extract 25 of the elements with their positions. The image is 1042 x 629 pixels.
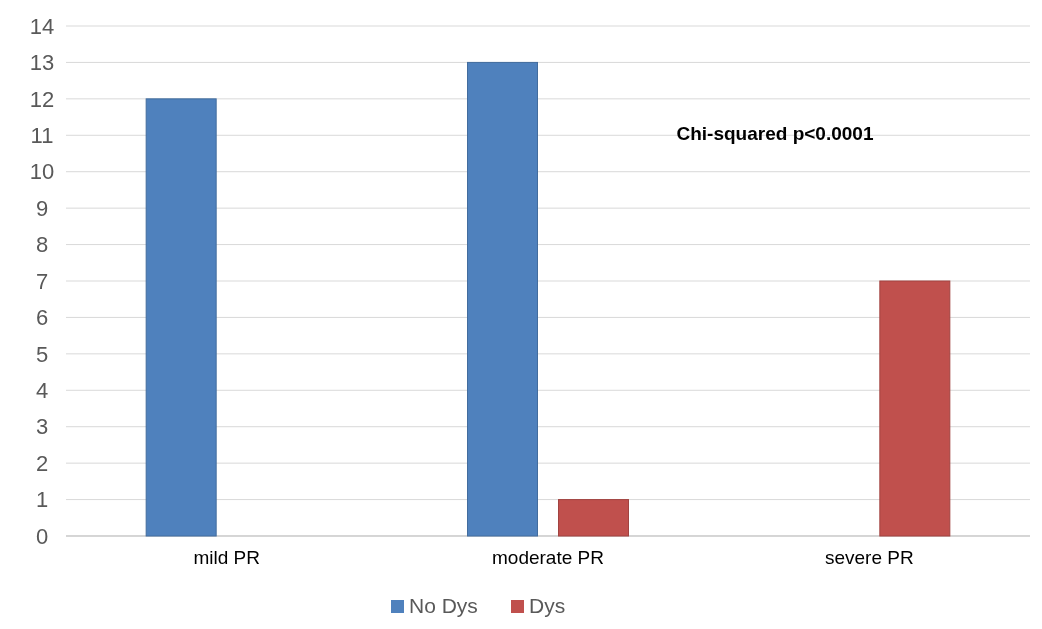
legend-label: No Dys (409, 594, 478, 617)
bar (558, 499, 629, 537)
y-tick-label: 4 (35, 377, 49, 403)
y-tick-label: 10 (29, 159, 55, 185)
x-tick-label: mild PR (193, 547, 260, 568)
y-tick-label: 9 (35, 195, 49, 221)
bar (145, 98, 217, 537)
bar (467, 61, 538, 537)
y-tick-label: 11 (30, 122, 54, 148)
y-tick-label: 5 (35, 341, 49, 367)
y-tick-label: 7 (35, 268, 49, 294)
y-tick-label: 12 (29, 86, 55, 112)
bar (879, 280, 951, 537)
y-tick-label: 0 (35, 523, 49, 549)
y-tick-label: 1 (35, 487, 49, 513)
y-tick-label: 2 (35, 450, 49, 476)
y-tick-label: 8 (35, 232, 49, 258)
y-tick-label: 3 (35, 414, 49, 440)
y-tick-label: 14 (29, 13, 55, 39)
y-tick-label: 13 (29, 50, 55, 76)
annotation: Chi-squared p<0.0001 (676, 123, 874, 144)
y-tick-label: 6 (35, 305, 49, 331)
x-tick-label: severe PR (824, 547, 914, 568)
legend-label: Dys (529, 594, 566, 617)
x-tick-label: moderate PR (492, 547, 604, 568)
